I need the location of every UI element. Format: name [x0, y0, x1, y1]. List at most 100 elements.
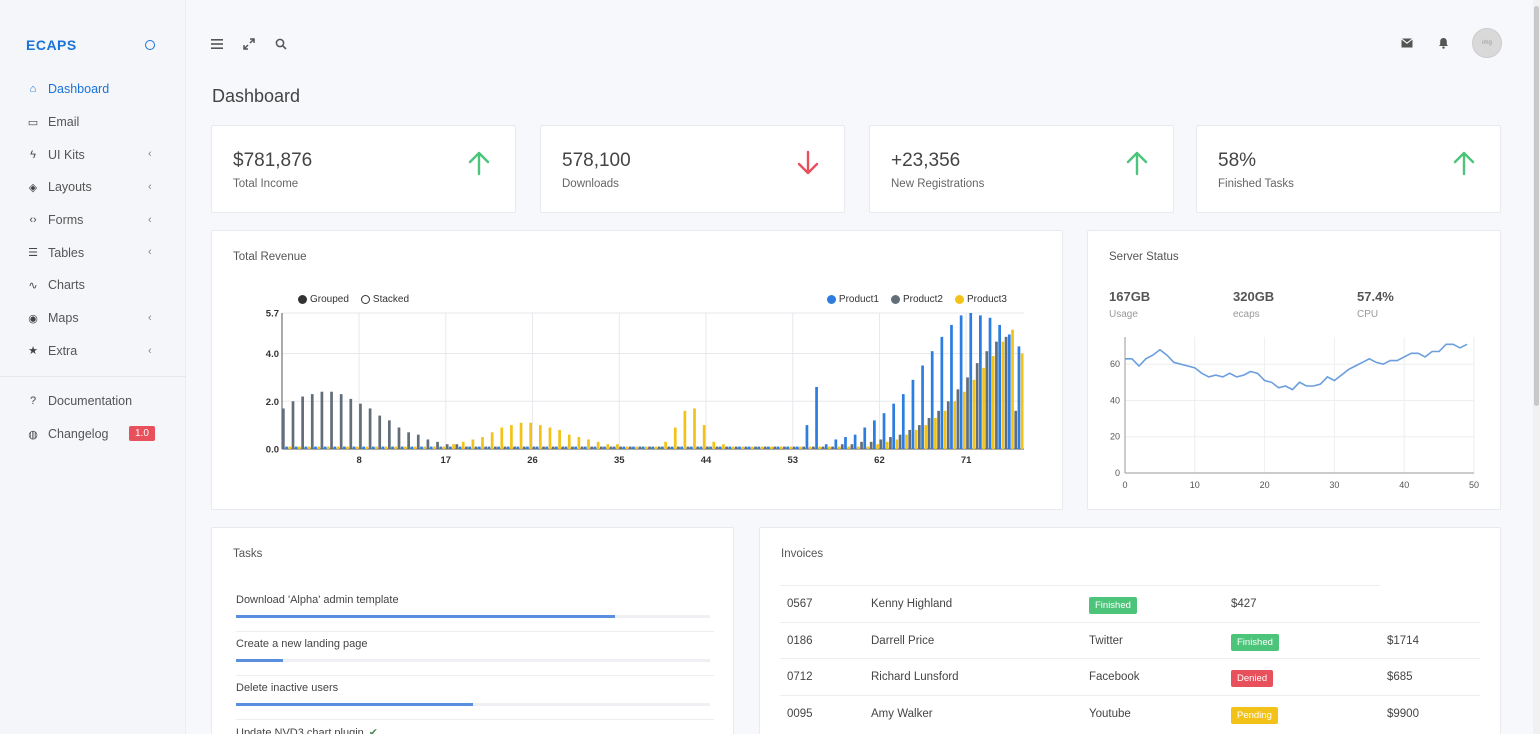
stat-label: Downloads — [562, 178, 619, 190]
legend-product2[interactable]: Product2 — [890, 294, 943, 305]
sidebar-item-documentation[interactable]: ? Documentation — [0, 385, 186, 418]
legend-product1[interactable]: Product1 — [826, 294, 879, 305]
x-tick-label: 20 — [1260, 480, 1270, 490]
bell-icon[interactable] — [1436, 36, 1450, 50]
metric-value: 57.4% — [1357, 289, 1394, 304]
bar-product1 — [603, 446, 606, 449]
bar-product3 — [683, 410, 687, 449]
bar-product2 — [301, 396, 304, 449]
x-tick-label: 53 — [787, 455, 798, 466]
bar-product2 — [706, 446, 709, 449]
bar-product2 — [686, 446, 690, 449]
metric-label: Usage — [1109, 309, 1138, 320]
bar-product1 — [873, 420, 876, 449]
invoices-card: Invoices 0567 Kenny Highland Finished $427 0… — [759, 527, 1501, 734]
bar-product1 — [545, 446, 549, 449]
bar-product1 — [371, 446, 375, 449]
x-tick-label: 50 — [1469, 480, 1479, 490]
fullscreen-icon[interactable] — [242, 37, 256, 51]
task-label: Create a new landing page — [236, 638, 368, 650]
menu-icon[interactable] — [210, 37, 224, 51]
bar-product1 — [757, 446, 761, 449]
metric-label: ecaps — [1233, 309, 1260, 320]
sidebar-item-maps[interactable]: ◉ Maps ‹ — [0, 302, 186, 335]
sidebar-item-ui-kits[interactable]: ϟ UI Kits ‹ — [0, 138, 186, 171]
legend-product3[interactable]: Product3 — [954, 294, 1007, 305]
search-icon[interactable] — [274, 37, 288, 51]
invoice-id: 0095 — [787, 708, 813, 721]
bar-product2 — [330, 391, 333, 449]
check-icon: ✔ — [368, 727, 379, 734]
bar-product2 — [657, 446, 661, 449]
bar-product1 — [738, 446, 741, 449]
sidebar-item-label: Documentation — [48, 394, 133, 409]
star-icon: ★ — [28, 345, 38, 358]
bar-product2 — [802, 446, 806, 449]
list-icon: ☰ — [28, 247, 38, 260]
bar-product2 — [1004, 336, 1008, 449]
bar-product2 — [600, 446, 603, 449]
sidebar-item-layouts[interactable]: ◈ Layouts ‹ — [0, 171, 186, 204]
task-progress-fill — [236, 659, 284, 662]
bar-product2 — [966, 377, 969, 449]
mode-stacked-label: Stacked — [372, 294, 410, 305]
sidebar-toggle-icon[interactable] — [145, 40, 155, 50]
bar-product3 — [375, 446, 378, 449]
task-item[interactable]: Download 'Alpha' admin template — [236, 588, 714, 632]
bar-product2 — [638, 446, 642, 449]
sidebar-item-forms[interactable]: ‹› Forms ‹ — [0, 204, 186, 237]
bar-product2 — [628, 446, 632, 449]
sidebar-item-charts[interactable]: ∿ Charts — [0, 269, 186, 302]
bar-product3 — [404, 446, 407, 449]
bar-product3 — [510, 425, 513, 449]
table-row[interactable]: 0712 Richard Lunsford Facebook Denied $685 — [780, 658, 1480, 695]
task-item[interactable]: Create a new landing page — [236, 632, 714, 676]
mode-grouped[interactable]: Grouped — [298, 294, 349, 305]
bar-product1 — [583, 446, 587, 449]
brand-logo[interactable]: ECAPS — [26, 37, 77, 53]
bar-product2 — [426, 439, 430, 449]
bar-product1 — [767, 446, 770, 449]
sidebar-item-label: Dashboard — [48, 82, 110, 97]
invoice-amount: $427 — [1231, 598, 1257, 610]
bar-product3 — [365, 446, 369, 449]
task-item[interactable]: Update NVD3 chart plugin ✔ — [236, 720, 714, 734]
bar-product2 — [725, 446, 728, 449]
scrollbar-thumb[interactable] — [1534, 6, 1539, 406]
sidebar-item-changelog[interactable]: ◍ Changelog 1.0 — [0, 418, 186, 451]
bar-product3 — [702, 425, 706, 449]
bar-product3 — [500, 427, 504, 449]
task-label: Update NVD3 chart plugin — [236, 727, 364, 734]
table-row[interactable]: 0095 Amy Walker Youtube Pending $9900 — [780, 695, 1480, 732]
mode-stacked[interactable]: Stacked — [360, 294, 410, 305]
sidebar-item-extra[interactable]: ★ Extra ‹ — [0, 335, 186, 368]
sidebar-item-tables[interactable]: ☰ Tables ‹ — [0, 236, 186, 269]
sidebar-item-email[interactable]: ▭ Email — [0, 106, 186, 139]
task-progress-fill — [236, 615, 616, 618]
sidebar-item-dashboard[interactable]: ⌂ Dashboard — [0, 73, 186, 106]
version-badge: 1.0 — [129, 425, 155, 441]
mail-icon[interactable] — [1400, 36, 1414, 50]
y-tick-label: 0 — [1115, 468, 1120, 478]
table-row[interactable]: 0567 Kenny Highland Finished $427 — [780, 585, 1380, 622]
bar-product1 — [400, 446, 404, 449]
topbar-left — [210, 37, 288, 51]
task-item[interactable]: Delete inactive users — [236, 676, 714, 720]
sidebar-item-label: Email — [48, 115, 80, 130]
scrollbar[interactable] — [1533, 0, 1540, 734]
sidebar-divider — [0, 376, 186, 377]
topbar-right: img — [1400, 28, 1502, 58]
invoice-source: Facebook — [1089, 671, 1140, 684]
table-row[interactable]: 0186 Darrell Price Twitter Finished $1714 — [780, 621, 1480, 659]
bar-product2 — [503, 446, 507, 449]
bar-product3 — [837, 446, 841, 449]
bar-product2 — [648, 446, 651, 449]
bar-product1 — [988, 317, 992, 449]
bar-product3 — [818, 446, 822, 449]
avatar[interactable]: img — [1472, 28, 1502, 58]
bar-product2 — [388, 420, 391, 449]
invoice-name: Amy Walker — [871, 708, 933, 721]
bar-product2 — [580, 446, 584, 449]
bar-product1 — [439, 446, 443, 449]
bar-product1 — [998, 324, 1002, 449]
